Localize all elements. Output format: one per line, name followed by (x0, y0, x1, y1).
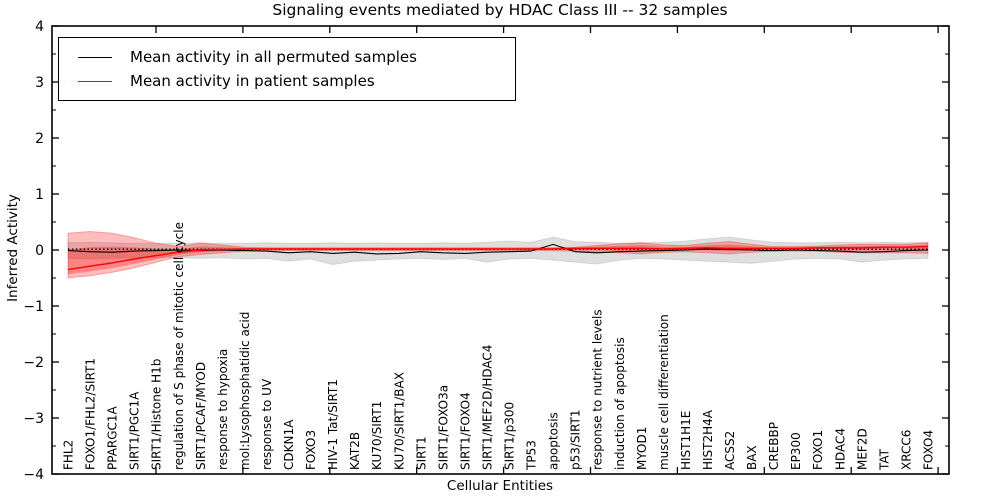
x-category-label: EP300 (789, 432, 803, 470)
x-category-label: mol:Lysophosphatidic acid (238, 312, 252, 470)
x-category-label: HIST1H1E (679, 411, 693, 470)
x-category-label: induction of apoptosis (613, 337, 627, 470)
x-category-label: MEF2D (855, 428, 869, 470)
y-tick-label: 1 (35, 187, 44, 203)
y-tick-label: −3 (23, 411, 44, 427)
y-tick-label: 4 (35, 19, 44, 35)
x-category-label: CDKN1A (282, 419, 296, 470)
y-tick-label: 2 (35, 131, 44, 147)
x-category-label: FOXO3 (304, 430, 318, 470)
x-category-label: p53/SIRT1 (569, 409, 583, 470)
x-category-label: SIRT1/FOXO4 (458, 392, 472, 470)
permuted-line-swatch (78, 56, 112, 58)
x-category-label: KU70/SIRT1 (370, 401, 384, 470)
x-category-label: apoptosis (547, 412, 561, 470)
x-category-label: KU70/SIRT1/BAX (392, 372, 406, 470)
x-category-label: FOXO4 (922, 430, 936, 470)
x-category-label: regulation of S phase of mitotic cell cy… (172, 222, 186, 470)
x-category-label: SIRT1/MEF2D/HDAC4 (480, 345, 494, 470)
patient-line-swatch (78, 80, 112, 82)
x-category-label: TP53 (525, 440, 539, 471)
x-category-label: XRCC6 (899, 430, 913, 470)
y-tick-label: −4 (23, 467, 44, 483)
y-axis-title: Inferred Activity (5, 194, 21, 302)
x-category-label: BAX (745, 445, 759, 470)
x-category-label: CREBBP (767, 422, 781, 470)
legend-item-patient: Mean activity in patient samples (69, 69, 515, 93)
x-axis-title: Cellular Entities (446, 478, 554, 494)
x-category-label: KAT2B (348, 432, 362, 470)
x-category-label: MYOD1 (635, 427, 649, 470)
x-category-label: HIV-1 Tat/SIRT1 (326, 379, 340, 470)
legend-label-permuted: Mean activity in all permuted samples (130, 48, 417, 66)
permuted-range-band (67, 236, 929, 266)
legend: Mean activity in all permuted samples Me… (58, 37, 516, 101)
x-category-label: SIRT1/p300 (503, 402, 517, 470)
y-tick-label: 3 (35, 75, 44, 91)
chart-title: Signaling events mediated by HDAC Class … (272, 1, 728, 19)
y-tick-label: −2 (23, 355, 44, 371)
x-category-label: TAT (877, 448, 891, 471)
x-category-label: SIRT1/PCAF/MYOD (194, 362, 208, 470)
y-tick-label: 0 (35, 243, 44, 259)
y-tick-label: −1 (23, 299, 44, 315)
x-category-label: PPARGC1A (106, 405, 120, 470)
x-category-label: response to nutrient levels (591, 309, 605, 470)
legend-label-patient: Mean activity in patient samples (130, 72, 375, 90)
x-category-label: SIRT1 (414, 436, 428, 470)
x-category-label: HDAC4 (833, 428, 847, 470)
x-category-label: HIST2H4A (701, 409, 715, 470)
x-category-label: response to hypoxia (216, 349, 230, 470)
patient-mean-line (67, 245, 929, 271)
x-category-label: FOXO1 (811, 430, 825, 470)
x-category-label: muscle cell differentiation (657, 314, 671, 470)
x-category-label: FOXO1/FHL2/SIRT1 (84, 358, 98, 470)
legend-item-permuted: Mean activity in all permuted samples (69, 45, 515, 69)
x-category-label: SIRT1/PGC1A (128, 391, 142, 470)
x-category-label: ACSS2 (723, 431, 737, 470)
patient-range-band (67, 230, 929, 279)
x-category-label: SIRT1/FOXO3a (436, 385, 450, 470)
x-category-label: FHL2 (62, 440, 76, 470)
x-category-label: SIRT1/Histone H1b (150, 359, 164, 470)
x-category-label: response to UV (260, 378, 274, 470)
